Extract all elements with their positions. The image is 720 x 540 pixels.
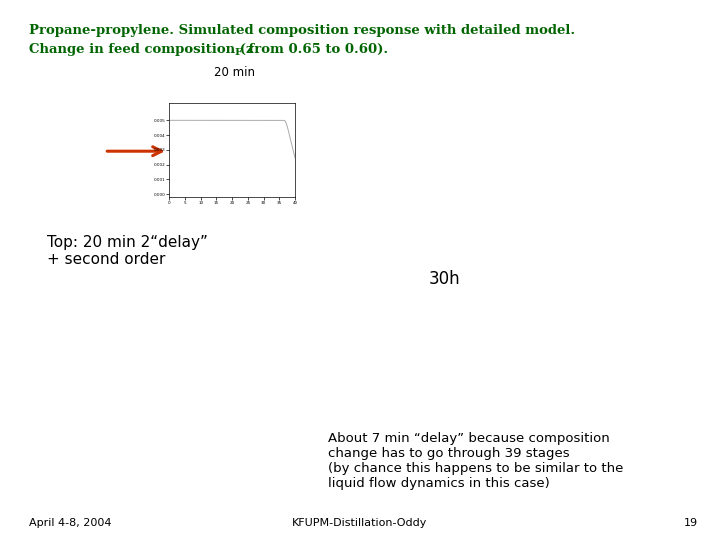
Text: 20 min: 20 min [214,66,254,79]
Text: F: F [234,48,241,57]
Text: 30h: 30h [428,270,460,288]
Text: Change in feed composition (z: Change in feed composition (z [29,43,253,56]
Text: KFUPM-Distillation-Oddy: KFUPM-Distillation-Oddy [292,518,428,528]
Text: from 0.65 to 0.60).: from 0.65 to 0.60). [244,43,388,56]
Text: Propane-propylene. Simulated composition response with detailed model.: Propane-propylene. Simulated composition… [29,24,575,37]
Text: Top: 20 min 2“delay”
+ second order: Top: 20 min 2“delay” + second order [47,235,207,267]
Text: April 4-8, 2004: April 4-8, 2004 [29,518,112,528]
Text: 19: 19 [684,518,698,528]
Text: About 7 min “delay” because composition
change has to go through 39 stages
(by c: About 7 min “delay” because composition … [328,432,623,490]
